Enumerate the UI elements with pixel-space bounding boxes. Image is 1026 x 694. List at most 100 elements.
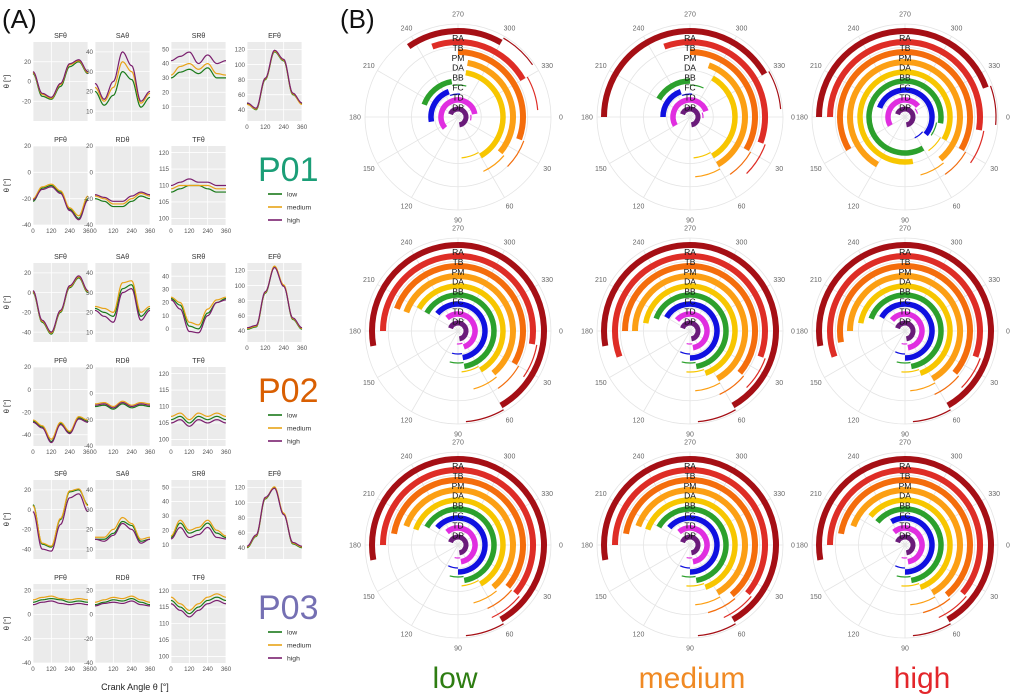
x-tick-label: 120 bbox=[46, 449, 57, 456]
y-tick-label: 100 bbox=[235, 500, 246, 507]
muscle-label-ra: RA bbox=[452, 461, 464, 471]
activation-arc-tb bbox=[827, 39, 983, 131]
angle-tick-label: 210 bbox=[595, 277, 607, 284]
activation-arc-da bbox=[847, 59, 963, 168]
muscle-label-fc: FC bbox=[899, 83, 910, 93]
y-tick-label: 20 bbox=[162, 300, 169, 307]
subplot-title: TFθ bbox=[192, 137, 205, 144]
muscle-label-bb: BB bbox=[452, 501, 464, 511]
series-line-low bbox=[170, 415, 227, 424]
angle-tick-label: 90 bbox=[686, 432, 694, 439]
activation-arc-ra bbox=[816, 242, 994, 409]
activation-arc-td bbox=[890, 515, 935, 575]
activation-arc-fc bbox=[868, 292, 944, 370]
muscle-label-da: DA bbox=[899, 491, 911, 501]
subplot-p02-sa: SAθ 10 20 30 40 bbox=[86, 254, 151, 342]
series-line-high bbox=[170, 526, 227, 540]
muscle-label-td: TD bbox=[684, 520, 695, 530]
subplot-p01-sr: SRθ 10 20 30 40 50 bbox=[162, 33, 227, 121]
muscle-label-tb: TB bbox=[685, 471, 696, 481]
y-tick-label: -20 bbox=[22, 98, 32, 105]
angle-tick-label: 180 bbox=[581, 543, 593, 550]
y-tick-label: 0 bbox=[90, 391, 94, 398]
series-line-medium bbox=[170, 184, 226, 190]
activation-tail-da bbox=[695, 596, 721, 606]
angle-tick-label: 90 bbox=[454, 432, 462, 439]
y-tick-label: 120 bbox=[159, 371, 170, 378]
angle-tick-label: 0 bbox=[1006, 329, 1010, 336]
series-line-medium bbox=[95, 516, 151, 540]
angle-tick-label: 300 bbox=[504, 239, 516, 246]
muscle-label-td: TD bbox=[899, 520, 910, 530]
series-line-high bbox=[94, 522, 151, 544]
y-tick-label: 40 bbox=[162, 499, 169, 506]
activation-arc-tb bbox=[431, 39, 526, 82]
series-line-low bbox=[94, 70, 151, 108]
series-line-medium bbox=[32, 488, 89, 547]
polar-spoke bbox=[457, 116, 505, 198]
muscle-label-tb: TB bbox=[453, 257, 464, 267]
angle-tick-label: 210 bbox=[595, 491, 607, 498]
x-tick-label: 0 bbox=[245, 345, 249, 352]
angle-tick-label: 90 bbox=[901, 646, 909, 653]
y-tick-label: 10 bbox=[86, 546, 93, 553]
activation-arc-td bbox=[435, 301, 488, 361]
activation-arc-pm bbox=[391, 477, 526, 589]
activation-arc-dp bbox=[889, 311, 925, 351]
y-tick-label: 110 bbox=[159, 404, 169, 411]
polar-plot-p03-high: 0 30 60 90 120 150 180 210 240 270 300 330 RATBPMDAB… bbox=[796, 440, 1010, 653]
muscle-label-bb: BB bbox=[899, 73, 911, 83]
polar-spoke bbox=[824, 544, 906, 592]
series-line-medium bbox=[170, 296, 227, 326]
series-line-low bbox=[170, 596, 227, 615]
subplot-p03-rd: RDθ -40 -20 0 20 0 120 240 360 bbox=[84, 575, 156, 673]
y-tick-label: 20 bbox=[86, 527, 93, 534]
series-line-high bbox=[94, 401, 151, 409]
series-line-high bbox=[246, 49, 303, 109]
activation-arc-inner bbox=[448, 320, 469, 342]
angle-tick-label: 0 bbox=[1006, 543, 1010, 550]
series-line-high bbox=[32, 418, 89, 444]
subplot-p03-ef: EFθ 40 60 80 100 120 bbox=[235, 471, 303, 559]
angle-tick-label: 0 bbox=[559, 329, 563, 336]
muscle-label-td: TD bbox=[452, 92, 463, 102]
activation-arc-ra bbox=[816, 28, 989, 118]
participant-block-p01: SFθ -20 0 20 SAθ 10 20 30 40 SRθ 10 20 30 40 50 EFθ 40 60… bbox=[2, 33, 319, 235]
angle-tick-label: 270 bbox=[452, 226, 464, 233]
polar-spoke bbox=[643, 544, 691, 626]
y-tick-label: -20 bbox=[22, 636, 32, 643]
plot-background bbox=[95, 367, 150, 446]
x-tick-label: 240 bbox=[127, 228, 138, 235]
x-tick-label: 360 bbox=[221, 449, 232, 456]
activation-arc-pm bbox=[838, 477, 973, 598]
series-line-low bbox=[246, 486, 303, 549]
y-tick-label: -40 bbox=[84, 443, 94, 450]
angle-tick-label: 0 bbox=[791, 329, 795, 336]
x-tick-label: 360 bbox=[83, 228, 94, 235]
polar-spoke bbox=[643, 330, 691, 412]
angle-tick-label: 60 bbox=[953, 204, 961, 211]
activation-tail-fc bbox=[689, 84, 704, 89]
x-tick-label: 360 bbox=[83, 449, 94, 456]
activation-arc-td bbox=[879, 301, 935, 361]
angle-tick-label: 90 bbox=[454, 646, 462, 653]
activation-arc-fc bbox=[424, 506, 497, 584]
legend-label-medium: medium bbox=[287, 205, 312, 212]
activation-tail-ra bbox=[503, 37, 534, 66]
activation-arc-td bbox=[667, 515, 720, 575]
legend-label-high: high bbox=[287, 656, 300, 663]
y-tick-label: 10 bbox=[86, 108, 93, 115]
participant-label-p01: P01 bbox=[258, 151, 319, 189]
angle-tick-label: 120 bbox=[848, 632, 860, 639]
y-tick-label: 80 bbox=[238, 77, 245, 84]
angle-tick-label: 0 bbox=[559, 115, 563, 122]
activation-tail-dp bbox=[456, 342, 463, 345]
y-axis-label: θ [°] bbox=[2, 75, 11, 88]
series-line-high bbox=[170, 51, 227, 65]
activation-arc-tb bbox=[663, 39, 768, 144]
angle-tick-label: 210 bbox=[810, 491, 822, 498]
activation-tail-td bbox=[681, 93, 693, 96]
activation-tail-td bbox=[449, 93, 461, 96]
y-tick-label: 40 bbox=[238, 545, 245, 552]
y-tick-label: 110 bbox=[159, 621, 169, 628]
